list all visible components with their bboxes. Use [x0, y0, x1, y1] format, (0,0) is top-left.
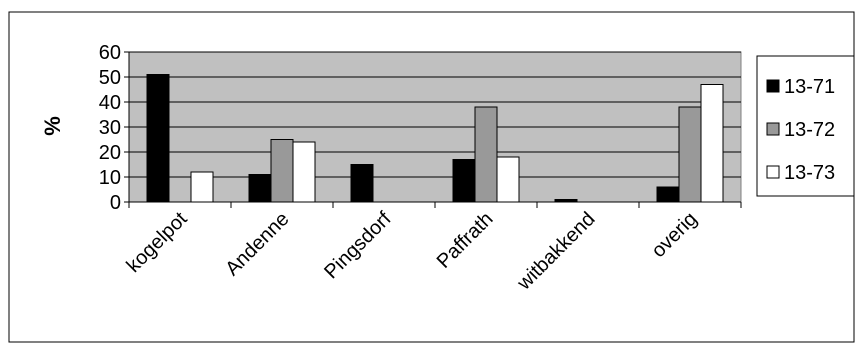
bar-13-71-Andenne	[248, 174, 272, 203]
legend-swatch	[766, 165, 780, 179]
y-tick-label: 60	[99, 42, 121, 64]
bar-13-72-overig	[678, 106, 702, 203]
bar-13-72-Paffrath	[474, 106, 498, 203]
legend-label: 13-73	[784, 162, 835, 184]
bar-13-72-Andenne	[270, 139, 294, 203]
y-tick-label: 0	[110, 192, 121, 214]
legend-swatch	[766, 79, 780, 93]
y-tick-label: 40	[99, 92, 121, 114]
y-tick-label: 30	[99, 117, 121, 139]
y-tick-label: 20	[99, 142, 121, 164]
y-axis-label: %	[40, 116, 65, 136]
bar-13-73-kogelpot	[190, 171, 214, 203]
legend-swatch	[766, 122, 780, 136]
axes	[124, 51, 742, 208]
y-tick-labels: 0 10 20 30 40 50 60	[99, 42, 121, 214]
bar-13-73-Paffrath	[496, 156, 520, 203]
bar-13-71-Pingsdorf	[350, 164, 374, 203]
y-tick-label: 50	[99, 67, 121, 89]
bar-13-73-overig	[700, 84, 724, 203]
bar-13-73-Andenne	[292, 141, 316, 203]
legend-label: 13-72	[784, 119, 835, 141]
bars	[146, 74, 724, 203]
gridlines	[129, 51, 741, 178]
bar-13-71-overig	[656, 186, 680, 203]
legend: 13-71 13-72 13-73	[756, 55, 855, 197]
bar-13-71-kogelpot	[146, 74, 170, 203]
legend-label: 13-71	[784, 76, 835, 98]
y-tick-label: 10	[99, 167, 121, 189]
bar-13-71-Paffrath	[452, 159, 476, 203]
